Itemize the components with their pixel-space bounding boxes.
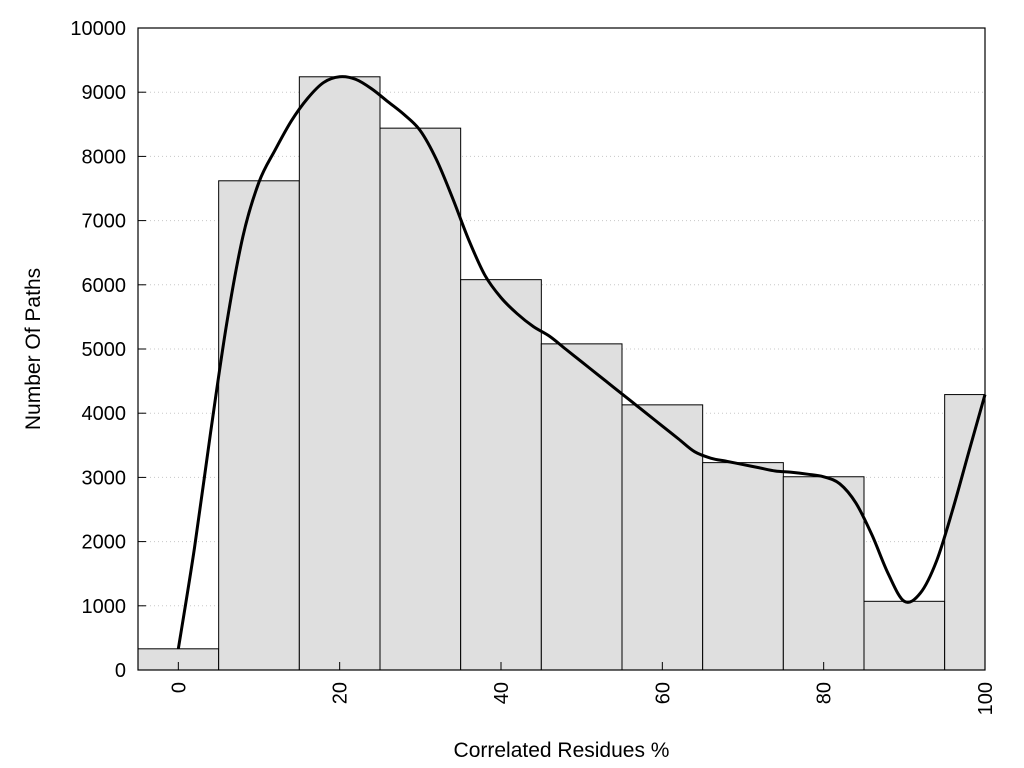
y-tick-label: 2000 [82, 532, 127, 554]
y-tick-label: 6000 [82, 275, 127, 297]
y-tick-label: 0 [115, 660, 126, 682]
x-tick-label: 40 [491, 682, 513, 704]
y-tick-label: 9000 [82, 82, 127, 104]
y-tick-label: 8000 [82, 146, 127, 168]
y-tick-label: 10000 [70, 18, 126, 40]
y-tick-label: 3000 [82, 467, 127, 489]
y-tick-label: 1000 [82, 596, 127, 618]
histogram-bar [379, 127, 462, 671]
x-tick-label: 100 [975, 682, 997, 715]
y-axis-title: Number Of Paths [22, 268, 45, 430]
density-curve [176, 75, 987, 650]
y-tick-label: 4000 [82, 403, 127, 425]
x-tick-label: 60 [652, 682, 674, 704]
histogram-bar [218, 180, 300, 671]
histogram-bar [621, 404, 704, 671]
x-tick-label: 0 [168, 682, 190, 693]
histogram-bar [460, 279, 542, 671]
x-axis-ticks: 0 20 40 60 80 100 [168, 662, 997, 715]
density-curve-line [176, 75, 987, 650]
histogram-bar [540, 343, 623, 671]
y-tick-label: 5000 [82, 339, 127, 361]
x-tick-label: 80 [814, 682, 836, 704]
histogram-bars [137, 76, 986, 671]
histogram-bar [863, 600, 946, 671]
histogram-bar [944, 394, 986, 671]
y-tick-label: 7000 [82, 211, 127, 233]
y-axis-ticks: 0 1000 2000 3000 4000 5000 6000 7000 8000 9000 100… [70, 18, 146, 682]
x-axis-title: Correlated Residues % [454, 739, 670, 762]
histogram-bar [782, 476, 865, 671]
x-tick-label: 20 [330, 682, 352, 704]
histogram-bar [298, 76, 381, 671]
histogram-bar [702, 462, 784, 671]
